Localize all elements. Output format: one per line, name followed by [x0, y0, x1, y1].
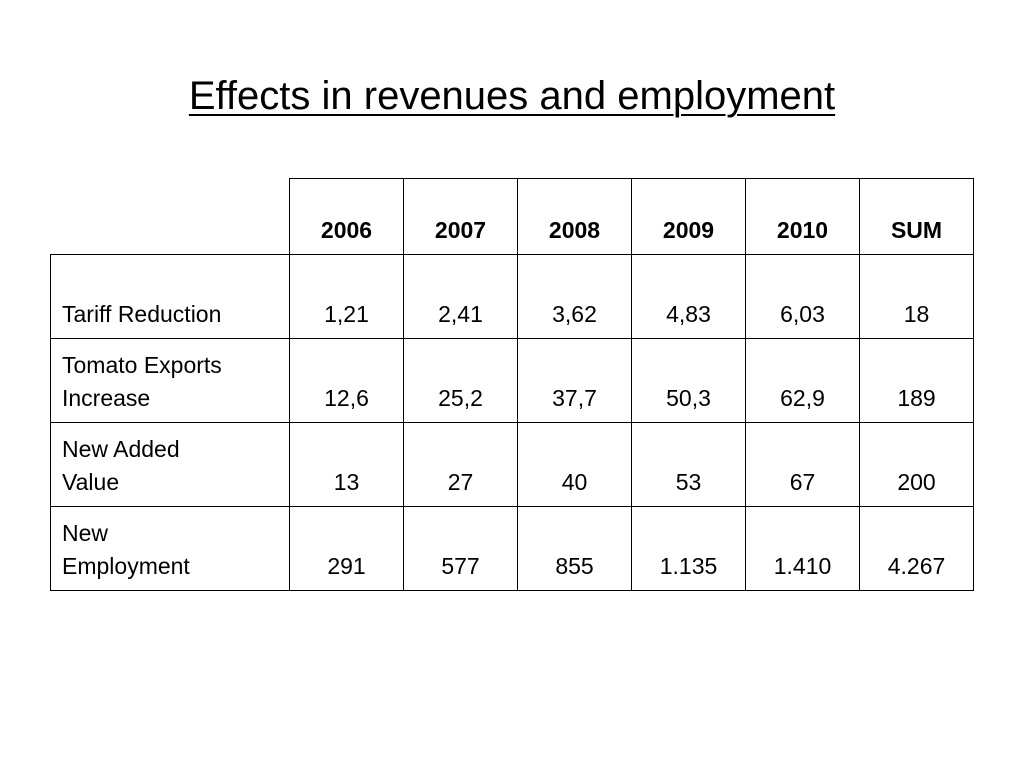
row-label-line: Tomato Exports: [62, 352, 222, 378]
table-cell: 53: [631, 422, 746, 507]
slide-title-text: Effects in revenues and employment: [188, 74, 836, 118]
slide-title: Effects in revenues and employment: [0, 72, 1024, 120]
table-cell: 1.410: [745, 506, 860, 591]
table-cell: 4.267: [859, 506, 974, 591]
table-row: Tariff Reduction 1,21 2,41 3,62 4,83 6,0…: [50, 254, 974, 339]
table-cell: 4,83: [631, 254, 746, 339]
row-label: Tariff Reduction: [50, 254, 290, 339]
table-cell: 189: [859, 338, 974, 423]
table-cell: 855: [517, 506, 632, 591]
table-cell: 18: [859, 254, 974, 339]
row-label: New Employment: [50, 506, 290, 591]
table-cell: 62,9: [745, 338, 860, 423]
row-label-line: New: [62, 520, 109, 546]
data-table: 2006 2007 2008 2009 2010 SUM Tariff Redu…: [50, 178, 974, 591]
table-cell: 6,03: [745, 254, 860, 339]
table-header-row: 2006 2007 2008 2009 2010 SUM: [50, 178, 974, 255]
corner-cell: [50, 178, 290, 255]
table-cell: 2,41: [403, 254, 518, 339]
table-cell: 12,6: [289, 338, 404, 423]
table-row: New Employment 291 577 855 1.135 1.410 4.…: [50, 506, 974, 591]
table-cell: 25,2: [403, 338, 518, 423]
row-label-line: Employment: [62, 553, 190, 579]
table-cell: 291: [289, 506, 404, 591]
table-cell: 1,21: [289, 254, 404, 339]
row-label: New Added Value: [50, 422, 290, 507]
row-label-line: Value: [62, 469, 120, 495]
table-cell: 3,62: [517, 254, 632, 339]
table-cell: 40: [517, 422, 632, 507]
row-label-line: Increase: [62, 385, 151, 411]
table-row: New Added Value 13 27 40 53 67 200: [50, 422, 974, 507]
table-cell: 50,3: [631, 338, 746, 423]
table-cell: 1.135: [631, 506, 746, 591]
column-header: 2008: [517, 178, 632, 255]
column-header: SUM: [859, 178, 974, 255]
column-header: 2007: [403, 178, 518, 255]
table-cell: 13: [289, 422, 404, 507]
table-row: Tomato Exports Increase 12,6 25,2 37,7 50…: [50, 338, 974, 423]
table-cell: 67: [745, 422, 860, 507]
row-label-line: Tariff Reduction: [62, 301, 222, 327]
column-header: 2010: [745, 178, 860, 255]
table-cell: 27: [403, 422, 518, 507]
column-header: 2009: [631, 178, 746, 255]
column-header: 2006: [289, 178, 404, 255]
row-label: Tomato Exports Increase: [50, 338, 290, 423]
row-label-line: New Added: [62, 436, 180, 462]
table-cell: 577: [403, 506, 518, 591]
table-cell: 37,7: [517, 338, 632, 423]
table-cell: 200: [859, 422, 974, 507]
